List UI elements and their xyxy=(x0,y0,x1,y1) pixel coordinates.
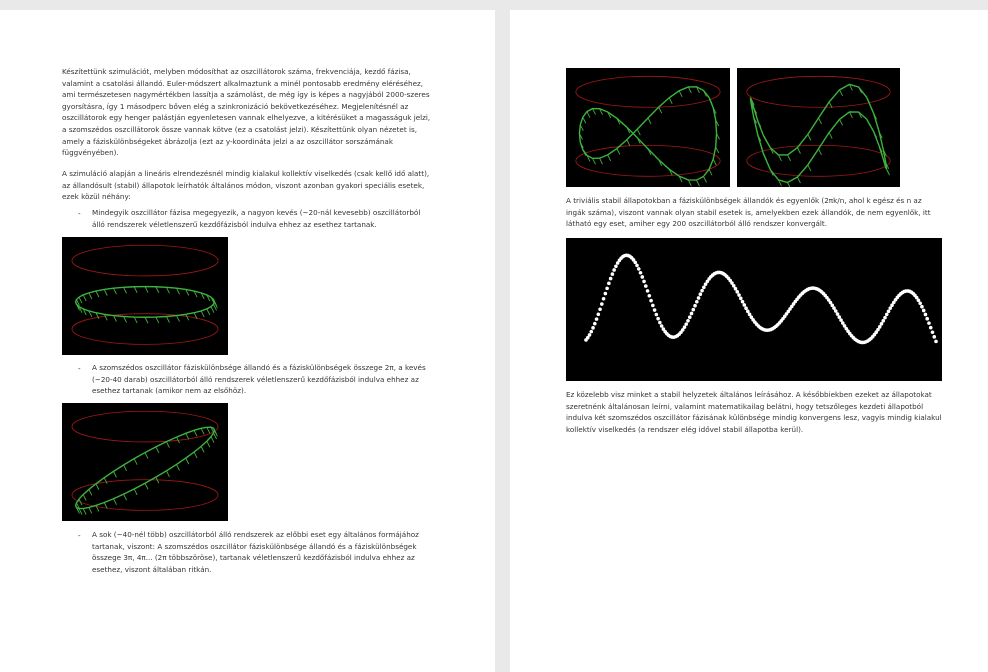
oscillator-dot xyxy=(742,303,746,307)
oscillator-image xyxy=(566,68,730,187)
paragraph: Ez közelebb visz minket a stabil helyzet… xyxy=(566,389,942,435)
bullet-marker: - xyxy=(78,531,81,540)
oscillator-dot xyxy=(922,309,926,313)
phase-difference-image xyxy=(566,238,942,381)
oscillator-dot xyxy=(700,289,704,293)
paragraph: A triviális stabil állapotokban a fázisk… xyxy=(566,195,942,230)
oscillator-dot xyxy=(925,317,929,321)
oscillator-dot xyxy=(920,305,924,309)
oscillator-dot xyxy=(656,317,660,321)
oscillator-dot xyxy=(637,267,641,271)
image-background xyxy=(566,68,730,187)
oscillator-dot xyxy=(683,325,687,329)
oscillator-dot xyxy=(686,319,690,323)
oscillator-dot xyxy=(605,287,609,291)
bullet-text: Mindegyik oszcillátor fázisa megegyezik,… xyxy=(92,207,434,230)
oscillator-dot xyxy=(658,321,662,325)
oscillator-dot xyxy=(595,317,599,321)
oscillator-dot xyxy=(744,306,748,310)
oscillator-dot xyxy=(734,287,738,291)
oscillator-dot xyxy=(644,284,648,288)
paragraph: Készítettünk szimulációt, melyben módosí… xyxy=(62,66,434,159)
oscillator-dot xyxy=(931,330,935,334)
image-background xyxy=(62,403,228,521)
oscillator-dot xyxy=(697,296,701,300)
oscillator-dot xyxy=(660,324,664,328)
oscillator-dot xyxy=(927,321,931,325)
bullet-text: A szomszédos oszcillátor fáziskülönbsége… xyxy=(92,362,434,397)
bullet-marker: - xyxy=(78,209,81,218)
oscillator-dot xyxy=(612,268,616,272)
oscillator-dot xyxy=(924,313,928,317)
oscillator-dot xyxy=(885,313,889,317)
oscillator-dot xyxy=(648,294,652,298)
oscillator-dot xyxy=(929,326,933,330)
oscillator-dot xyxy=(737,293,741,297)
oscillator-dot xyxy=(691,308,695,312)
paragraph: A szimuláció alapján a lineáris elrendez… xyxy=(62,168,434,203)
oscillator-dot xyxy=(655,313,659,317)
oscillator-dot xyxy=(639,271,643,275)
oscillator-dot xyxy=(834,309,838,313)
oscillator-dot xyxy=(684,322,688,326)
oscillator-dot xyxy=(607,282,611,286)
oscillator-dot xyxy=(593,322,597,326)
oscillator-dot xyxy=(609,277,613,281)
oscillator-dot xyxy=(635,264,639,268)
oscillator-dot xyxy=(699,292,703,296)
oscillator-image xyxy=(737,68,900,187)
oscillator-dot xyxy=(735,290,739,294)
oscillator-image xyxy=(62,237,228,355)
oscillator-dot xyxy=(746,310,750,314)
oscillator-dot xyxy=(611,272,615,276)
oscillator-dot xyxy=(614,264,618,268)
oscillator-dot xyxy=(918,301,922,305)
oscillator-dot xyxy=(881,319,885,323)
oscillator-dot xyxy=(600,302,604,306)
oscillator-dot xyxy=(690,312,694,316)
bullet-marker: - xyxy=(78,364,81,373)
oscillator-dot xyxy=(934,340,938,344)
oscillator-dot xyxy=(741,300,745,304)
oscillator-dot xyxy=(591,326,595,330)
oscillator-dot xyxy=(695,300,699,304)
oscillator-dot xyxy=(589,330,593,334)
oscillator-dot xyxy=(880,322,884,326)
oscillator-dot xyxy=(588,333,592,337)
oscillator-dot xyxy=(917,298,921,302)
oscillator-dot xyxy=(702,285,706,289)
oscillator-dot xyxy=(693,304,697,308)
oscillator-dot xyxy=(836,312,840,316)
oscillator-dot xyxy=(640,275,644,279)
oscillator-dot xyxy=(642,280,646,284)
oscillator-dot xyxy=(883,316,887,320)
oscillator-image xyxy=(62,403,228,521)
oscillator-dot xyxy=(598,307,602,311)
oscillator-dot xyxy=(651,304,655,308)
oscillator-dot xyxy=(932,335,936,339)
oscillator-dot xyxy=(646,289,650,293)
oscillator-dot xyxy=(602,297,606,301)
oscillator-dot xyxy=(653,308,657,312)
oscillator-dot xyxy=(739,297,743,301)
document-view: {"left_page":{"paragraphs":["Készítettün… xyxy=(0,0,988,672)
oscillator-dot xyxy=(837,315,841,319)
oscillator-dot xyxy=(597,312,601,316)
oscillator-dot xyxy=(649,299,653,303)
oscillator-dot xyxy=(633,261,637,265)
bullet-text: A sok (~40-nél több) oszcillátorból álló… xyxy=(92,529,434,575)
oscillator-dot xyxy=(887,309,891,313)
oscillator-dot xyxy=(604,292,608,296)
oscillator-dot xyxy=(688,315,692,319)
image-background xyxy=(737,68,900,187)
